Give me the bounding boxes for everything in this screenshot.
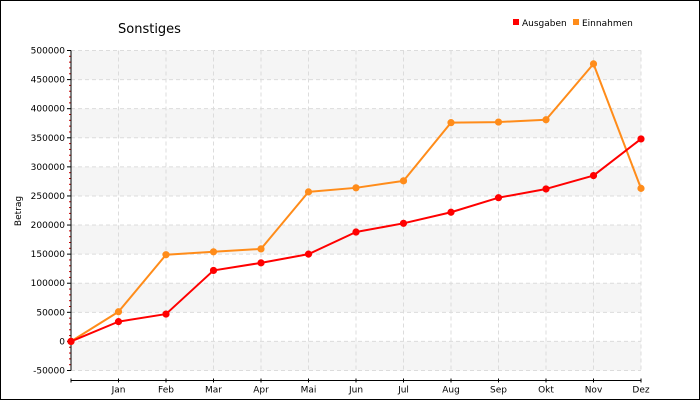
data-point-ausgaben: [352, 228, 360, 236]
data-point-ausgaben: [114, 318, 123, 326]
data-point-ausgaben: [67, 337, 75, 346]
data-point-ausgaben: [162, 310, 170, 318]
y-tick-label: 350000: [31, 134, 66, 144]
data-point-ausgaben: [257, 259, 265, 267]
x-tick-label: Jul: [397, 386, 409, 396]
x-tick-label: Sep: [490, 386, 507, 396]
x-tick-label: Nov: [585, 386, 603, 396]
legend: Ausgaben Einnahmen: [513, 19, 633, 29]
x-tick-label: Mai: [301, 386, 317, 396]
y-tick-label: 300000: [31, 163, 66, 173]
y-tick-label: 50000: [36, 308, 65, 318]
chart-title: Sonstiges: [118, 22, 181, 37]
data-point-ausgaben: [494, 194, 503, 202]
data-point-ausgaben: [304, 250, 313, 258]
y-tick-label: 200000: [31, 221, 66, 231]
y-tick-label: 150000: [31, 250, 66, 260]
y-tick-label: 100000: [31, 279, 66, 289]
y-axis-label: Betrag: [14, 196, 24, 226]
x-tick-label: Feb: [158, 386, 174, 396]
y-tick-label: 450000: [31, 76, 66, 86]
y-tick-label: -50000: [33, 367, 65, 377]
data-point-ausgaben: [589, 171, 598, 180]
legend-label-einnahmen: Einnahmen: [582, 19, 633, 29]
data-point-einnahmen: [589, 60, 598, 68]
x-tick-labels: Jan Feb Mar Apr Mai Jun Jul Aug Sep Okt Nov Dez: [111, 386, 650, 396]
data-point-ausgaben: [637, 135, 645, 143]
data-point-einnahmen: [352, 184, 360, 192]
data-point-einnahmen: [637, 184, 645, 192]
data-point-einnahmen: [114, 308, 123, 316]
series-points: [67, 60, 645, 346]
background-bands: [71, 50, 641, 371]
data-point-einnahmen: [494, 118, 503, 126]
y-tick-label: 250000: [31, 192, 66, 202]
data-point-ausgaben: [399, 219, 408, 227]
data-point-einnahmen: [447, 119, 455, 127]
data-point-einnahmen: [542, 116, 550, 124]
x-tick-label: Jun: [348, 386, 363, 396]
x-tick-label: Aug: [442, 386, 460, 396]
data-point-ausgaben: [447, 208, 455, 216]
y-tick-labels: -50000 0 50000 100000 150000 200000 250000 3000…: [31, 47, 66, 377]
y-tick-label: 400000: [31, 105, 66, 115]
data-point-einnahmen: [209, 248, 218, 256]
data-point-einnahmen: [162, 251, 170, 259]
x-tick-label: Mar: [205, 386, 222, 396]
gridlines: [67, 50, 642, 383]
axes: [70, 50, 641, 381]
data-point-einnahmen: [257, 245, 265, 253]
legend-swatch-einnahmen: [573, 19, 579, 25]
legend-swatch-ausgaben: [513, 19, 519, 25]
data-point-einnahmen: [399, 177, 408, 185]
x-tick-label: Jan: [111, 386, 126, 396]
y-tick-label: 0: [59, 337, 65, 347]
y-tick-label: 500000: [31, 47, 66, 57]
x-tick-label: Dez: [632, 386, 649, 396]
x-tick-label: Apr: [253, 386, 269, 396]
data-point-ausgaben: [209, 266, 218, 275]
legend-label-ausgaben: Ausgaben: [522, 19, 567, 29]
x-tick-label: Okt: [538, 386, 554, 396]
data-point-einnahmen: [304, 188, 313, 196]
data-point-ausgaben: [542, 185, 550, 193]
